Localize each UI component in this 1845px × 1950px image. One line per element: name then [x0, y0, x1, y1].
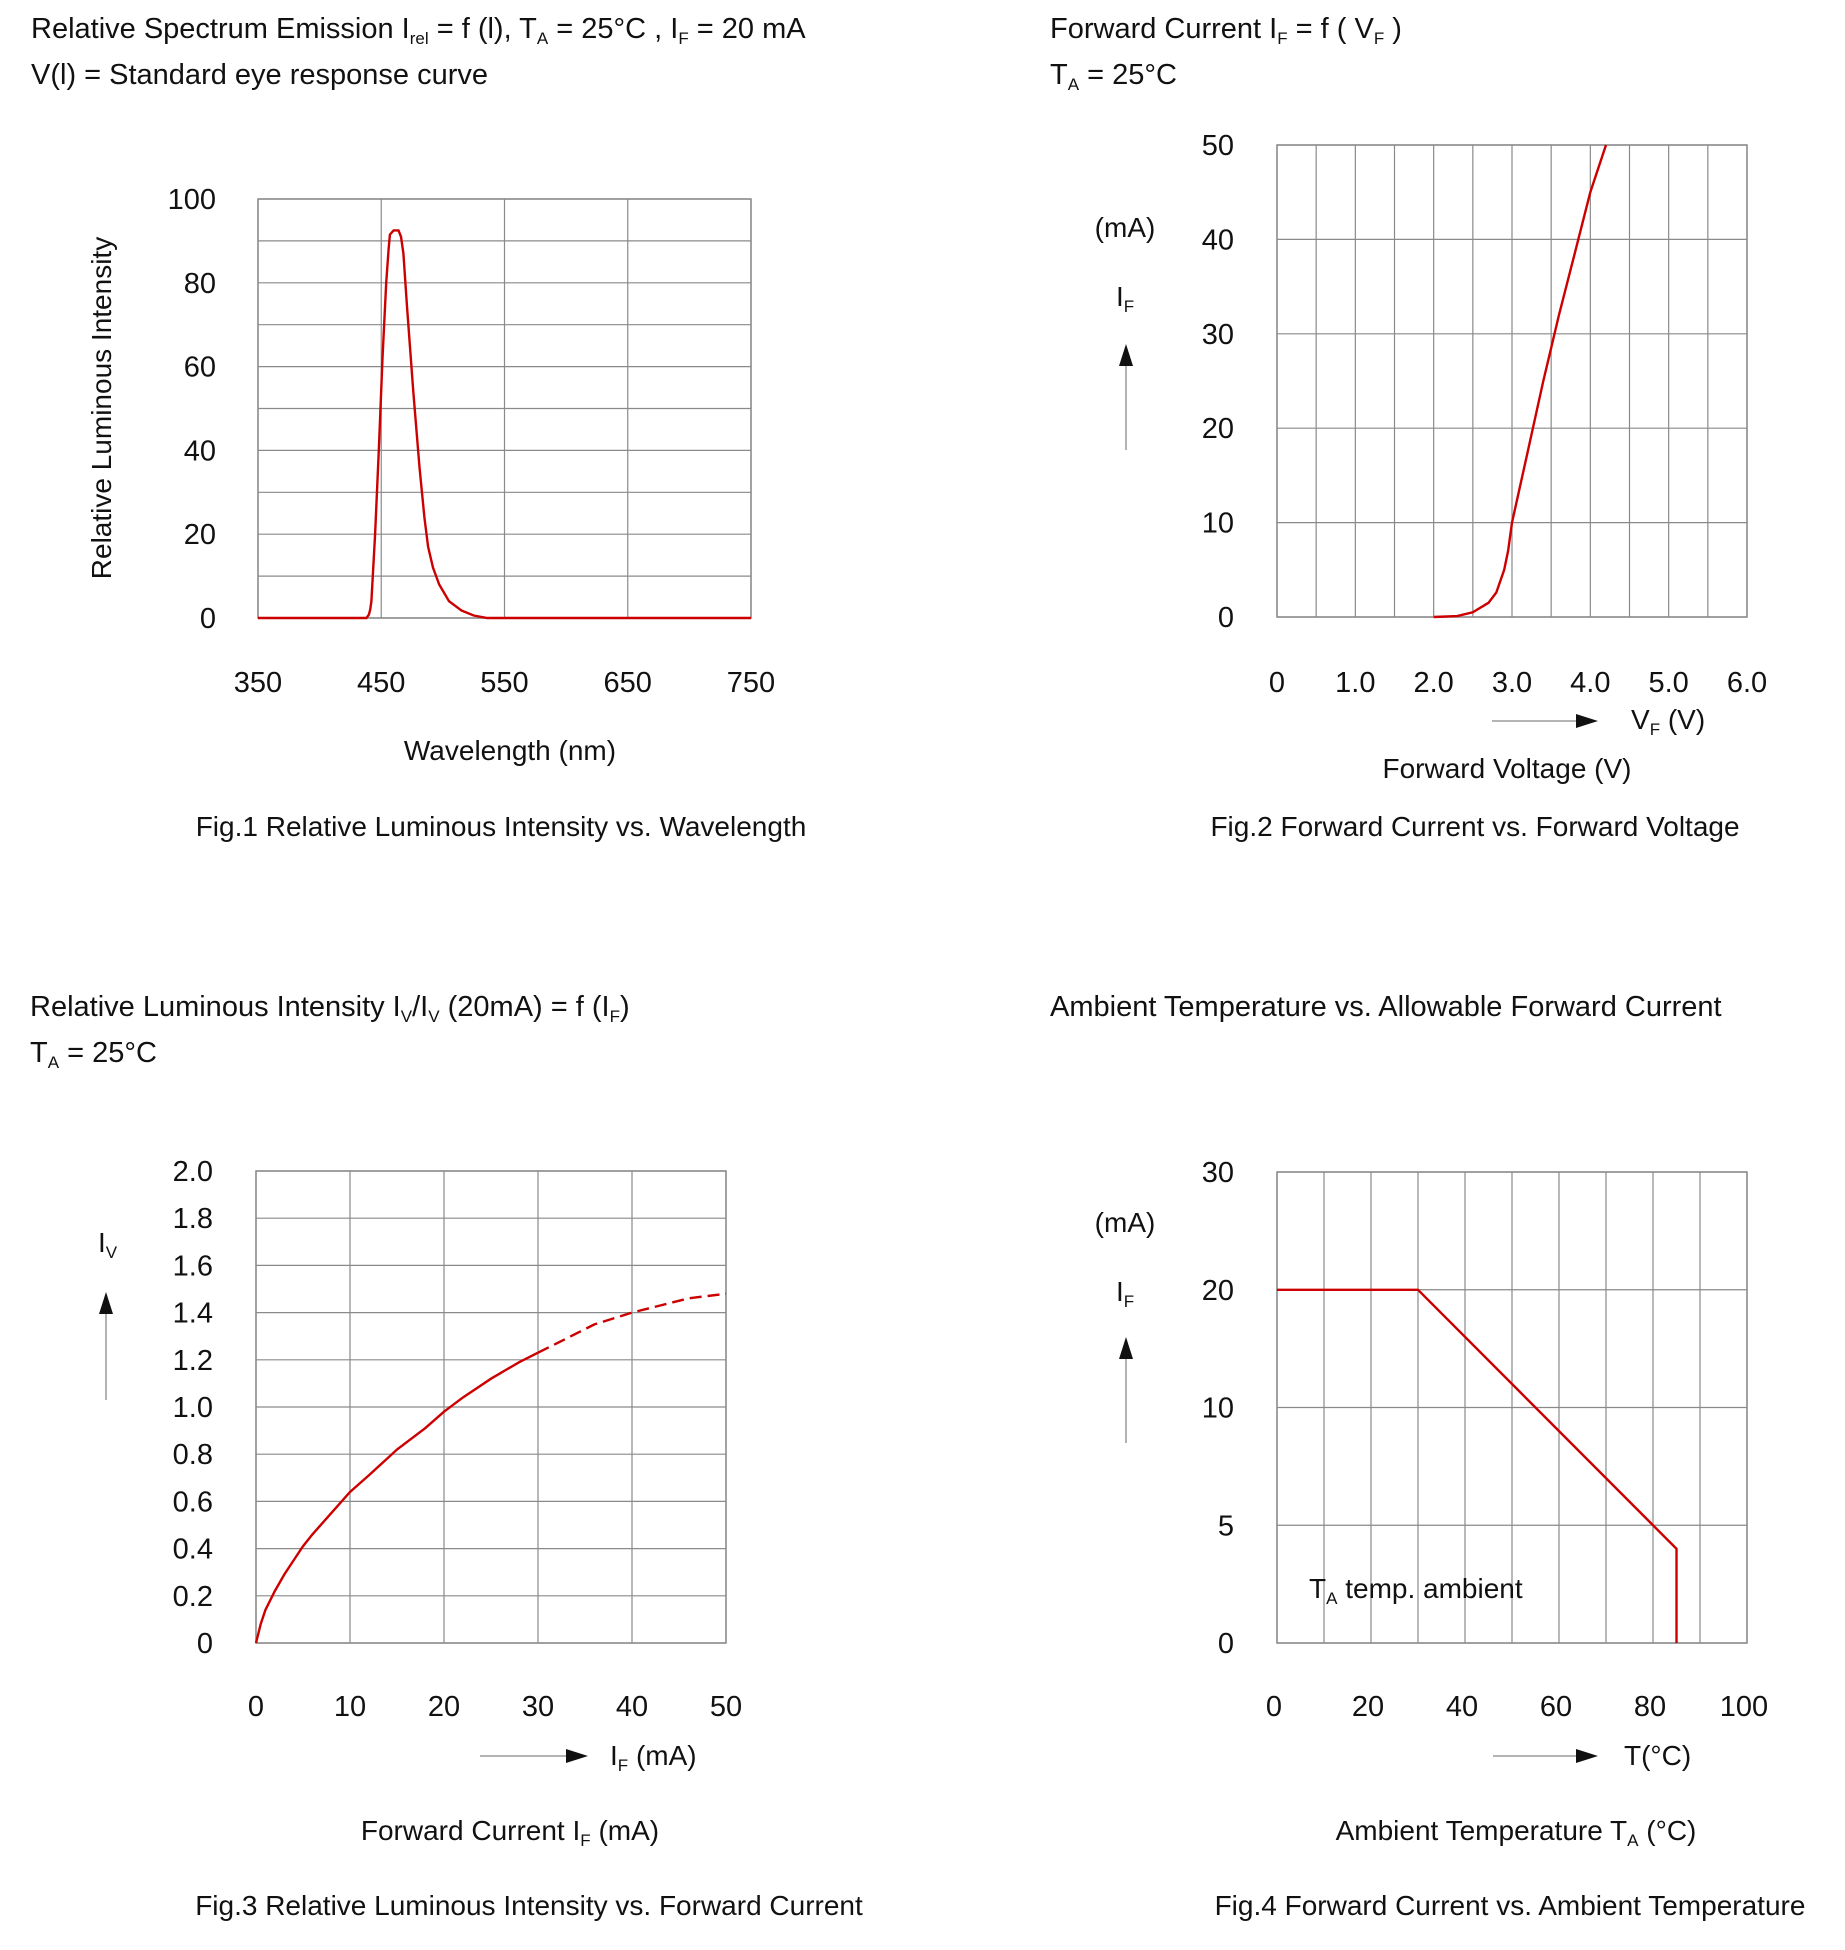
fig4-x-tick-label: 60	[1540, 1691, 1572, 1723]
fig3-y-tick-label: 0.2	[173, 1581, 213, 1613]
fig3-x-tick-label: 20	[428, 1691, 460, 1723]
fig2-x-tick-label: 2.0	[1414, 667, 1454, 699]
fig3-x-tick-label: 50	[710, 1691, 742, 1723]
fig2-caption: Fig.2 Forward Current vs. Forward Voltag…	[1210, 811, 1739, 842]
fig4-x-symbol: T(°C)	[1624, 1740, 1691, 1771]
fig3-caption: Fig.3 Relative Luminous Intensity vs. Fo…	[195, 1890, 863, 1921]
fig2-header-line1: Forward Current IF = f ( VF )	[1050, 13, 1402, 48]
fig2-x-tick-label: 1.0	[1335, 667, 1375, 699]
fig1-x-tick-label: 550	[480, 667, 528, 699]
fig1-y-axis-label: Relative Luminous Intensity	[86, 237, 117, 579]
fig4-y-tick-label: 5	[1218, 1510, 1234, 1542]
fig2-x-axis-label: Forward Voltage (V)	[1383, 753, 1632, 784]
fig1-x-tick-label: 450	[357, 667, 405, 699]
fig2-x-tick-label: 6.0	[1727, 667, 1767, 699]
fig4-x-axis-label: Ambient Temperature TA (°C)	[1336, 1815, 1697, 1850]
fig1-caption: Fig.1 Relative Luminous Intensity vs. Wa…	[196, 811, 807, 842]
fig2-x-tick-label: 4.0	[1570, 667, 1610, 699]
fig2-y-tick-label: 40	[1202, 224, 1234, 256]
fig4-y-tick-label: 0	[1218, 1628, 1234, 1660]
fig2-header-line2: TA = 25°C	[1050, 59, 1177, 94]
fig3-y-arrow-head	[99, 1292, 113, 1314]
fig4-x-tick-label: 40	[1446, 1691, 1478, 1723]
fig3-y-tick-label: 1.2	[173, 1345, 213, 1377]
fig2-x-tick-label: 0	[1269, 667, 1285, 699]
fig1-y-tick-label: 60	[184, 352, 216, 384]
fig4-y-tick-label: 30	[1202, 1157, 1234, 1189]
fig3-header-line2: TA = 25°C	[30, 1037, 157, 1072]
fig1-x-tick-label: 650	[604, 667, 652, 699]
fig2-y-unit: (mA)	[1095, 212, 1156, 243]
fig3-y-tick-label: 1.6	[173, 1250, 213, 1282]
fig3-y-tick-label: 0.6	[173, 1486, 213, 1518]
fig3-header-line1: Relative Luminous Intensity IV/IV (20mA)…	[30, 991, 630, 1026]
fig3-y-symbol: IV	[98, 1227, 118, 1262]
fig4-x-tick-label: 100	[1720, 1691, 1768, 1723]
fig3-y-tick-label: 0.8	[173, 1439, 213, 1471]
fig4-plot-frame	[1276, 1171, 1748, 1644]
fig2-x-tick-label: 3.0	[1492, 667, 1532, 699]
fig1-y-tick-label: 0	[200, 603, 216, 635]
fig2-plot-frame	[1276, 144, 1748, 618]
fig1-y-tick-label: 100	[168, 184, 216, 216]
fig4-caption: Fig.4 Forward Current vs. Ambient Temper…	[1215, 1890, 1806, 1921]
fig1-x-axis-label: Wavelength (nm)	[404, 735, 616, 766]
fig2-x-symbol: VF (V)	[1631, 704, 1705, 739]
fig1-header-line1: Relative Spectrum Emission Irel = f (l),…	[31, 13, 806, 48]
fig4-y-unit: (mA)	[1095, 1207, 1156, 1238]
fig2-y-tick-label: 0	[1218, 602, 1234, 634]
fig2-y-tick-label: 10	[1202, 508, 1234, 540]
fig1-y-tick-label: 80	[184, 268, 216, 300]
fig4-x-tick-label: 80	[1634, 1691, 1666, 1723]
fig4-y-tick-label: 20	[1202, 1275, 1234, 1307]
fig3-x-tick-label: 10	[334, 1691, 366, 1723]
fig4-annotation: TA temp. ambient	[1309, 1573, 1523, 1608]
fig2-y-symbol: IF	[1116, 281, 1134, 316]
fig2-x-tick-label: 5.0	[1649, 667, 1689, 699]
fig4-header-line1: Ambient Temperature vs. Allowable Forwar…	[1050, 991, 1722, 1023]
fig3-x-tick-label: 0	[248, 1691, 264, 1723]
fig3-y-tick-label: 2.0	[173, 1156, 213, 1188]
fig4-x-tick-label: 0	[1266, 1691, 1282, 1723]
fig3-y-tick-label: 1.0	[173, 1392, 213, 1424]
fig2-y-tick-label: 50	[1202, 130, 1234, 162]
fig3-x-tick-label: 30	[522, 1691, 554, 1723]
fig3-x-symbol: IF (mA)	[610, 1740, 697, 1775]
fig3-y-tick-label: 1.8	[173, 1203, 213, 1235]
fig1-series-spectrum	[258, 229, 751, 620]
fig2-series-if-vs-vf	[1433, 144, 1608, 619]
fig1-y-tick-label: 20	[184, 519, 216, 551]
fig4-y-tick-label: 10	[1202, 1393, 1234, 1425]
fig4-x-tick-label: 20	[1352, 1691, 1384, 1723]
fig2-y-tick-label: 20	[1202, 413, 1234, 445]
fig3-x-arrow-head	[566, 1749, 588, 1763]
fig4-y-arrow-head	[1119, 1337, 1133, 1359]
fig1-header-line2: V(l) = Standard eye response curve	[31, 59, 488, 91]
fig3-x-axis-label: Forward Current IF (mA)	[361, 1815, 659, 1850]
fig3-y-tick-label: 1.4	[173, 1298, 213, 1330]
fig2-x-arrow-head	[1576, 714, 1598, 728]
fig3-plot-frame	[255, 1170, 727, 1644]
fig4-x-arrow-head	[1576, 1749, 1598, 1763]
fig1-x-tick-label: 350	[234, 667, 282, 699]
fig4-y-symbol: IF	[1116, 1276, 1134, 1311]
fig2-y-tick-label: 30	[1202, 319, 1234, 351]
fig4-series-derating	[1277, 1288, 1678, 1643]
fig3-y-tick-label: 0.4	[173, 1534, 213, 1566]
fig1-x-tick-label: 750	[727, 667, 775, 699]
fig3-series-rated	[254, 1351, 539, 1644]
fig2-y-arrow-head	[1119, 344, 1133, 366]
fig1-y-tick-label: 40	[184, 435, 216, 467]
fig3-x-tick-label: 40	[616, 1691, 648, 1723]
fig3-y-tick-label: 0	[197, 1628, 213, 1660]
